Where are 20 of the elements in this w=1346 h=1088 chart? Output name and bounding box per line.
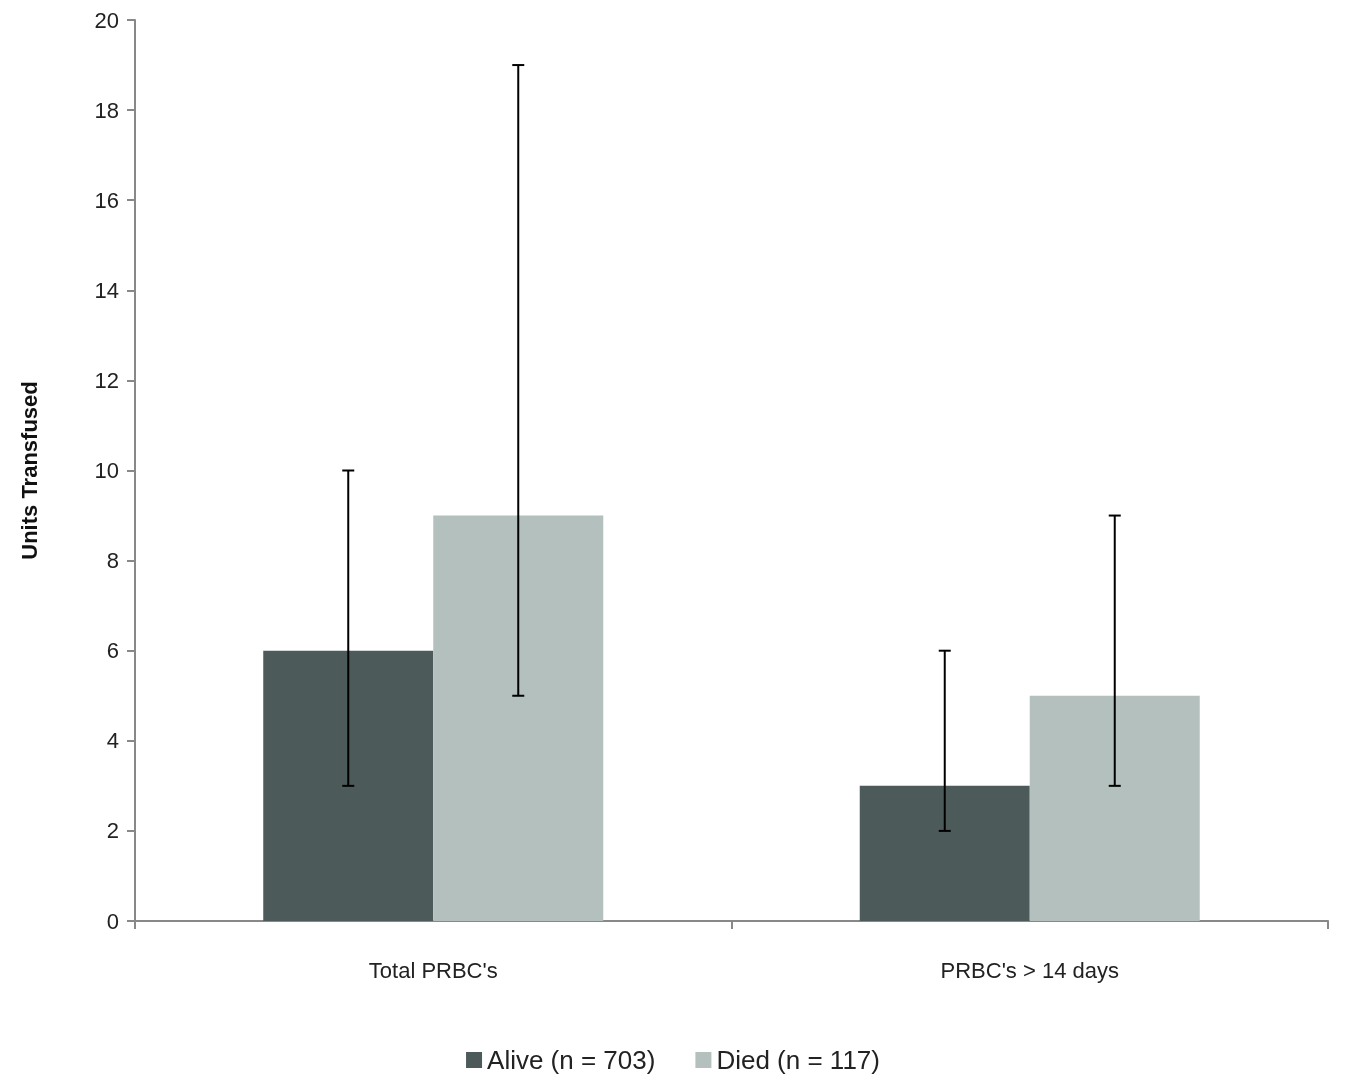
x-tick-label: PRBC's > 14 days — [940, 957, 1119, 983]
y-tick-label: 18 — [94, 97, 119, 123]
y-tick-label: 20 — [94, 7, 119, 33]
y-tick-label: 6 — [106, 638, 119, 664]
y-tick-label: 16 — [94, 187, 119, 213]
legend-label: Alive (n = 703) — [487, 1045, 656, 1075]
bar — [859, 785, 1030, 921]
y-tick-label: 2 — [106, 818, 119, 844]
bar — [263, 650, 434, 921]
y-tick-label: 4 — [106, 728, 119, 754]
y-tick-label: 0 — [106, 908, 119, 934]
bar — [1029, 695, 1200, 921]
y-tick-label: 14 — [94, 277, 119, 303]
bar — [433, 515, 604, 921]
y-tick-label: 12 — [94, 367, 119, 393]
y-axis-title: Units Transfused — [16, 381, 42, 560]
x-tick-label: Total PRBC's — [368, 957, 498, 983]
y-tick-label: 10 — [94, 458, 119, 483]
legend-label: Died (n = 117) — [716, 1045, 880, 1075]
y-tick-label: 8 — [106, 548, 119, 574]
